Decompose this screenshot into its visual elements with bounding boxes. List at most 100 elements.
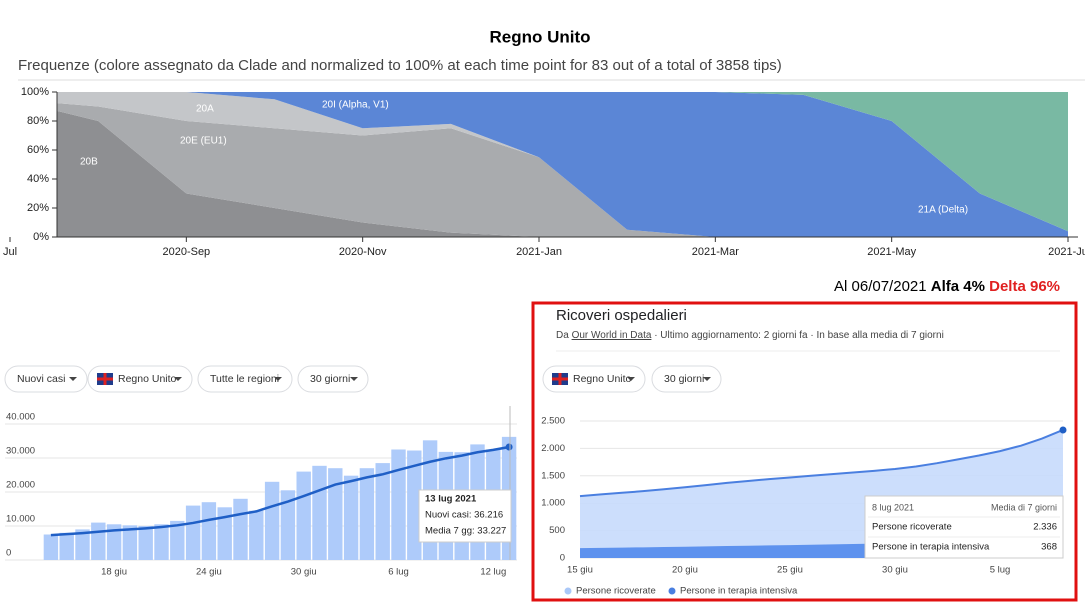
area xyxy=(57,92,1068,237)
area xyxy=(57,110,1068,237)
filter-chip[interactable] xyxy=(297,365,369,393)
alpha: Alfa 4% xyxy=(931,278,985,295)
dropdown-arrow xyxy=(69,377,77,381)
tooltip xyxy=(864,495,1064,559)
line xyxy=(50,445,510,537)
filter-label: 30 giorni xyxy=(664,373,704,385)
y-tick-label: 0 xyxy=(560,553,565,564)
filter-chip[interactable] xyxy=(542,365,646,393)
bar xyxy=(407,450,422,560)
y-tick-label: 20% xyxy=(27,202,49,214)
bar xyxy=(106,524,122,560)
area-label: 21A (Delta) xyxy=(918,205,968,216)
y-tick-label: 1.500 xyxy=(541,470,565,481)
x-tick-label: 30 giu xyxy=(291,567,317,578)
note: Al 06/07/2021 xyxy=(834,278,927,295)
bar xyxy=(138,526,153,560)
chart-title: Frequenze (colore assegnato da Clade and… xyxy=(18,57,782,74)
area xyxy=(57,92,1068,232)
area-label: 20E (EU1) xyxy=(180,136,227,147)
y-tick-label: 20.000 xyxy=(6,480,35,491)
annotation: Al 06/07/2021 Alfa 4% Delta 96% xyxy=(834,278,1060,295)
x-tick-label: 2021-Ju xyxy=(1048,246,1085,258)
source-suffix: · Ultimo aggiornamento: 2 giorni fa · In… xyxy=(654,330,944,341)
page-title: Regno Unito xyxy=(489,27,590,46)
x-tick-label: 2021-May xyxy=(867,246,916,258)
bar xyxy=(122,525,138,560)
filter-chip[interactable] xyxy=(651,365,722,393)
tooltip-value: 368 xyxy=(1041,542,1057,553)
tooltip xyxy=(418,489,512,543)
bar xyxy=(312,465,327,560)
bar xyxy=(296,471,311,560)
x-tick-label: 18 giu xyxy=(101,567,127,578)
bar xyxy=(75,529,90,560)
y-tick-label: 10.000 xyxy=(6,514,35,525)
y-tick-label: 2.500 xyxy=(541,416,565,427)
y-tick-label: 80% xyxy=(27,115,49,127)
tooltip-date: 8 lug 2021 xyxy=(872,502,914,512)
y-tick-label: 40% xyxy=(27,173,49,185)
filter-label: 30 giorni xyxy=(310,373,350,385)
bar xyxy=(375,463,390,560)
area xyxy=(57,92,1068,237)
area-label: 20I (Alpha, V1) xyxy=(322,100,389,111)
bar xyxy=(91,522,106,560)
legend-label: Persone ricoverate xyxy=(576,586,656,597)
x-tick-label: 2021-Jan xyxy=(516,246,562,258)
plot-area xyxy=(57,92,1068,237)
bar xyxy=(59,532,74,560)
x-tick-label: 30 giu xyxy=(882,565,908,576)
bar xyxy=(154,524,169,560)
filter-chip[interactable] xyxy=(4,365,88,393)
dropdown-arrow xyxy=(627,377,635,381)
legend-swatch xyxy=(564,587,572,595)
x-tick-label: 5 lug xyxy=(990,565,1011,576)
y-tick-label: 500 xyxy=(549,525,565,536)
point xyxy=(505,443,513,451)
source: Da Our World in Data · Ultimo aggiorname… xyxy=(556,330,944,341)
panel-title: Ricoveri ospedalieri xyxy=(556,307,687,324)
delta: Delta 96% xyxy=(989,278,1060,295)
dropdown-arrow xyxy=(703,377,711,381)
x-tick-label: Jul xyxy=(3,246,17,258)
y-tick-label: 0 xyxy=(6,548,11,559)
source-link[interactable]: Our World in Data xyxy=(572,330,652,341)
x-tick-label: 2021-Mar xyxy=(692,246,739,258)
y-tick-label: 30.000 xyxy=(6,446,35,457)
bar xyxy=(328,468,343,560)
x-tick-label: 2020-Sep xyxy=(162,246,210,258)
filter-label: Regno Unito xyxy=(118,373,177,385)
dropdown-arrow xyxy=(174,377,182,381)
y-tick-label: 40.000 xyxy=(6,412,35,423)
x-tick-label: 6 lug xyxy=(388,567,409,578)
bar xyxy=(391,449,406,560)
dropdown-arrow xyxy=(274,377,282,381)
bar xyxy=(43,534,59,560)
x-tick-label: 12 lug xyxy=(480,567,506,578)
legend-label: Persone in terapia intensiva xyxy=(680,586,798,597)
y-tick-label: 1.000 xyxy=(541,498,565,509)
bar xyxy=(280,490,296,560)
bar xyxy=(185,505,201,560)
tooltip-text: 13 lug 2021 xyxy=(425,494,477,505)
area-label: 20B xyxy=(80,157,98,168)
line xyxy=(579,429,1064,498)
x-tick-label: 24 giu xyxy=(196,567,222,578)
filter-label: Regno Unito xyxy=(573,373,632,385)
source-prefix: Da xyxy=(556,330,569,341)
x-tick-label: 20 giu xyxy=(672,565,698,576)
tooltip-text: Nuovi casi: 36.216 xyxy=(425,510,503,521)
tooltip-note: Media di 7 giorni xyxy=(991,502,1057,512)
x-tick-label: 25 giu xyxy=(777,565,803,576)
bar xyxy=(343,475,359,560)
bar xyxy=(170,520,185,560)
area-label: 20A xyxy=(196,104,214,115)
filter-chip[interactable] xyxy=(87,365,193,393)
y-tick-label: 2.000 xyxy=(541,443,565,454)
point xyxy=(1059,426,1067,434)
highlight-box xyxy=(531,301,1078,602)
dropdown-arrow xyxy=(350,377,358,381)
filter-chip[interactable] xyxy=(197,365,293,393)
